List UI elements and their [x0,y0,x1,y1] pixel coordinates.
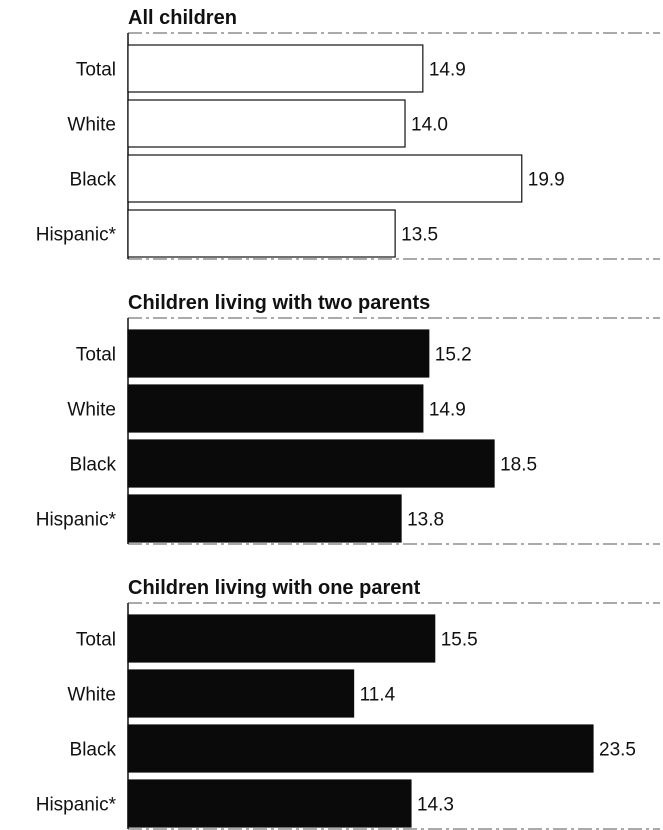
value-label: 15.2 [435,345,472,366]
panel-2: Children living with two parents Total 15.… [36,292,660,545]
value-label: 14.9 [429,60,466,81]
bar-black [127,439,495,488]
bar-total [127,329,430,378]
category-label: Total [76,630,116,651]
category-label: White [67,115,116,136]
category-label: Black [70,170,117,191]
value-label: 19.9 [528,170,565,191]
bar-white [127,99,406,148]
value-label: 18.5 [500,455,537,476]
category-label: Total [76,60,116,81]
value-label: 23.5 [599,740,636,761]
value-label: 11.4 [360,685,396,706]
panel-3: Children living with one parent Total 15.5… [36,577,660,830]
category-label: Black [70,740,117,761]
bar-hispanic [127,209,396,258]
bar-white [127,669,355,718]
bar-total [127,44,424,93]
category-label: Black [70,455,117,476]
value-label: 15.5 [441,630,478,651]
bar-hispanic [127,779,412,828]
category-label: Hispanic* [36,795,117,816]
bar-hispanic [127,494,402,543]
panel-title: Children living with two parents [128,292,430,314]
bar-black [127,154,523,203]
value-label: 14.9 [429,400,466,421]
category-label: Hispanic* [36,225,117,246]
panel-title: Children living with one parent [128,577,421,599]
category-label: White [67,685,116,706]
category-label: White [67,400,116,421]
value-label: 14.3 [417,795,454,816]
category-label: Total [76,345,116,366]
value-label: 13.5 [401,225,438,246]
bar-black [127,724,594,773]
value-label: 14.0 [411,115,448,136]
bar-white [127,384,424,433]
category-label: Hispanic* [36,510,117,531]
bar-total [127,614,436,663]
panel-title: All children [128,7,237,29]
value-label: 13.8 [407,510,444,531]
panel-1: All children Total 14.9 White 14.0 Black 19.9 H… [36,7,660,260]
